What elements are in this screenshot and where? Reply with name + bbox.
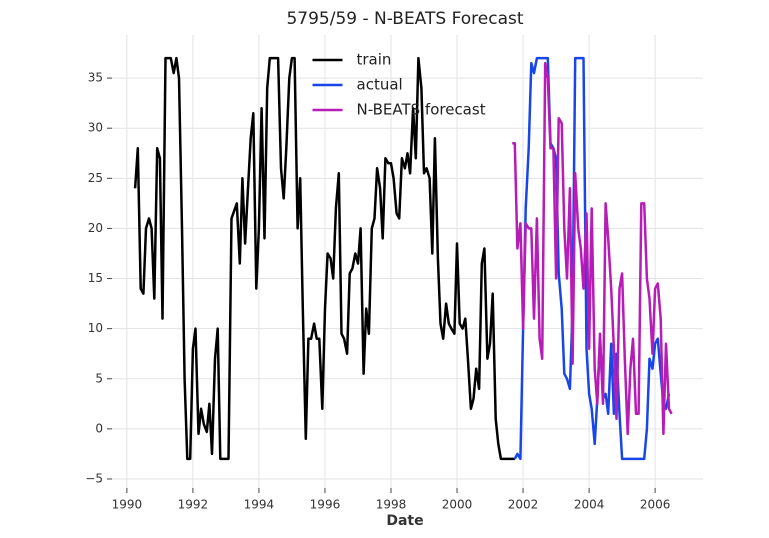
legend-label: N-BEATS forecast bbox=[357, 101, 486, 119]
chart-title: 5795/59 - N-BEATS Forecast bbox=[286, 9, 523, 29]
y-tick-label: 20 bbox=[88, 221, 103, 235]
x-tick-label: 1990 bbox=[112, 498, 143, 512]
x-tick-label: 2004 bbox=[574, 498, 605, 512]
x-axis-label: Date bbox=[386, 513, 423, 529]
y-tick-label: 25 bbox=[88, 171, 103, 185]
x-tick-label: 1992 bbox=[178, 498, 209, 512]
y-tick-label: 35 bbox=[88, 71, 103, 85]
x-tick-label: 1994 bbox=[244, 498, 275, 512]
y-tick-label: −5 bbox=[85, 471, 103, 485]
legend-label: train bbox=[357, 51, 392, 69]
x-tick-label: 1996 bbox=[310, 498, 341, 512]
y-tick-label: 10 bbox=[88, 321, 103, 335]
series-line bbox=[513, 56, 671, 461]
y-tick-label: 15 bbox=[88, 271, 103, 285]
series-line bbox=[512, 61, 673, 436]
x-tick-label: 1998 bbox=[376, 498, 407, 512]
y-tick-label: 5 bbox=[95, 371, 103, 385]
legend-label: actual bbox=[357, 76, 403, 94]
series-line bbox=[133, 56, 515, 461]
y-tick-label: 0 bbox=[95, 421, 103, 435]
x-tick-label: 2000 bbox=[442, 498, 473, 512]
x-tick-label: 2006 bbox=[640, 498, 671, 512]
x-tick-label: 2002 bbox=[508, 498, 539, 512]
y-tick-label: 30 bbox=[88, 121, 103, 135]
